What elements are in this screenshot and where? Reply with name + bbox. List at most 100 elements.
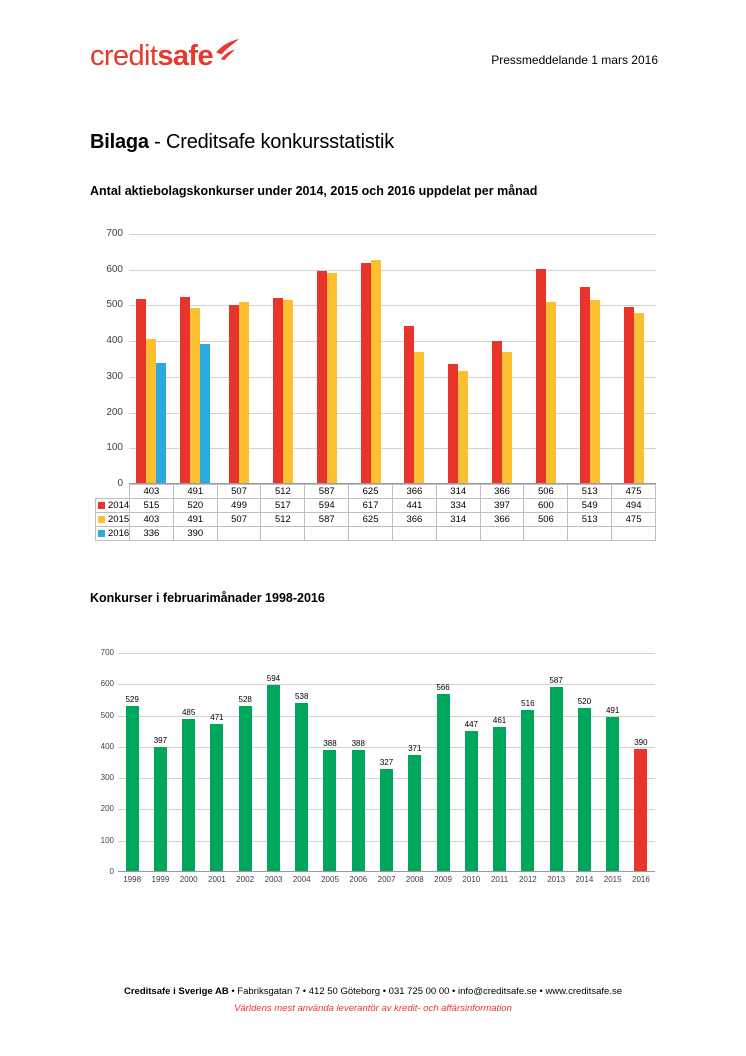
bar-2009 bbox=[436, 693, 450, 871]
bar-value-label: 485 bbox=[181, 708, 196, 718]
bar-2010 bbox=[464, 731, 478, 871]
value-cell-2014: 520 bbox=[172, 498, 218, 513]
bar-slot: 485 bbox=[175, 709, 203, 871]
bar-2014 bbox=[448, 363, 459, 483]
value-cell-2015: 625 bbox=[348, 512, 393, 527]
category-axis-cell: 506 bbox=[523, 484, 569, 499]
bar-value-label: 388 bbox=[351, 738, 365, 748]
bar-value-label: 538 bbox=[295, 691, 309, 701]
legend-swatch-2015 bbox=[98, 515, 105, 523]
x-axis-label: 1999 bbox=[151, 875, 170, 884]
bar-value-label: 516 bbox=[521, 698, 535, 708]
footer-tagline: Världens mest använda leverantör av kred… bbox=[234, 1003, 512, 1014]
bar-2014 bbox=[228, 304, 239, 483]
value-cell-2015: 507 bbox=[216, 512, 262, 527]
bar-group bbox=[524, 268, 568, 483]
x-axis-label: 2009 bbox=[434, 875, 452, 884]
bar-2015 bbox=[634, 313, 645, 483]
bar-slot: 491 bbox=[599, 707, 627, 871]
bar-2015 bbox=[590, 299, 601, 483]
category-axis-cell: 587 bbox=[304, 484, 350, 499]
bar-value-label: 327 bbox=[379, 757, 394, 767]
bar-slot: 397 bbox=[146, 735, 174, 871]
x-axis-label: 2008 bbox=[405, 875, 424, 884]
category-axis-cell: 513 bbox=[567, 484, 613, 499]
value-cell-2016 bbox=[435, 526, 481, 541]
footer: Creditsafe i Sverige AB • Fabriksgatan 7… bbox=[0, 986, 746, 1014]
value-cell-2014: 617 bbox=[348, 498, 393, 513]
gridline bbox=[129, 341, 656, 343]
bar-slot: 516 bbox=[514, 698, 542, 871]
y-axis-tick-label: 500 bbox=[100, 710, 114, 720]
y-axis-tick-label: 400 bbox=[106, 335, 123, 347]
bar-2003 bbox=[266, 685, 280, 871]
title-bold: Bilaga bbox=[90, 131, 149, 153]
y-axis-tick-label: 700 bbox=[100, 648, 114, 657]
value-cell-2014: 397 bbox=[479, 498, 525, 513]
bar-group bbox=[305, 270, 349, 483]
bar-slot: 388 bbox=[344, 738, 372, 871]
value-cell-2015: 403 bbox=[129, 512, 174, 527]
bar-slot: 529 bbox=[118, 695, 146, 871]
x-axis-label: 2004 bbox=[292, 875, 311, 884]
x-axis-label: 2012 bbox=[518, 875, 537, 884]
bar-slot: 528 bbox=[231, 695, 259, 871]
bar-value-label: 587 bbox=[549, 676, 563, 686]
value-cell-2015: 512 bbox=[260, 512, 306, 527]
legend-label-2016: 2016 bbox=[95, 526, 130, 541]
bar-2014 bbox=[577, 708, 591, 871]
bar-value-label: 390 bbox=[634, 738, 648, 747]
category-axis-cell: 491 bbox=[172, 484, 218, 499]
creditsafe-logo: credit safe bbox=[90, 39, 240, 71]
x-axis-label: 2007 bbox=[377, 875, 396, 884]
bar-2015 bbox=[145, 339, 156, 483]
bar-2015 bbox=[606, 717, 620, 871]
value-cell-2014: 334 bbox=[435, 498, 481, 513]
bar-2001 bbox=[210, 723, 224, 871]
bar-group bbox=[129, 299, 173, 483]
x-axis-label: 2006 bbox=[349, 875, 368, 884]
y-axis-tick-label: 400 bbox=[100, 741, 114, 751]
bar-2008 bbox=[408, 754, 422, 871]
bar-group bbox=[173, 297, 217, 483]
value-cell-2014: 499 bbox=[216, 498, 262, 513]
gridline bbox=[118, 653, 655, 654]
x-axis-label: 2002 bbox=[236, 875, 255, 884]
bar-groups bbox=[129, 259, 656, 483]
value-cell-2015: 366 bbox=[479, 512, 525, 527]
y-axis-tick-label: 600 bbox=[100, 679, 114, 689]
bar-value-label: 397 bbox=[153, 735, 168, 745]
bar-2015 bbox=[414, 352, 425, 483]
header: credit safe Pressmeddelande 1 mars 2016 bbox=[0, 0, 746, 71]
chart2-plot-area: 0 100 200 300 400 500 600 700 529 397 485 471 528 594… bbox=[101, 649, 655, 876]
bar-slot: 471 bbox=[203, 712, 231, 871]
bar-1998 bbox=[125, 705, 139, 871]
value-cell-2014: 549 bbox=[567, 498, 613, 513]
monthly-chart-heading: Antal aktiebolagskonkurser under 2014, 2… bbox=[90, 184, 538, 198]
bar-2014 bbox=[316, 270, 327, 483]
bar-2005 bbox=[323, 749, 337, 871]
title-rest: - Creditsafe konkursstatistik bbox=[148, 131, 395, 153]
bar-group bbox=[480, 341, 524, 483]
bar-2015 bbox=[189, 307, 200, 483]
gridline bbox=[118, 684, 655, 686]
page-title: Bilaga - Creditsafe konkursstatistik bbox=[90, 131, 656, 154]
gridline bbox=[129, 269, 656, 271]
y-axis-tick-label: 100 bbox=[100, 835, 114, 845]
legend-label-2014: 2014 bbox=[95, 498, 130, 513]
value-cell-2014: 441 bbox=[391, 498, 437, 513]
bar-2012 bbox=[521, 709, 535, 871]
y-axis-tick-label: 200 bbox=[100, 804, 114, 814]
february-bankruptcies-chart: 0 100 200 300 400 500 600 700 529 397 485 471 528 594… bbox=[101, 649, 655, 884]
bar-1999 bbox=[153, 746, 167, 871]
bar-slots: 529 397 485 471 528 594 538 388 388 327 371 566 447 4… bbox=[118, 675, 655, 871]
bar-value-label: 471 bbox=[210, 712, 224, 722]
x-axis-label: 2011 bbox=[490, 875, 509, 884]
bar-slot: 520 bbox=[570, 698, 598, 871]
bar-2014 bbox=[492, 341, 503, 483]
bar-2000 bbox=[182, 719, 196, 871]
gridline bbox=[129, 305, 656, 307]
gridline bbox=[129, 376, 656, 378]
value-cell-2016 bbox=[348, 526, 393, 541]
